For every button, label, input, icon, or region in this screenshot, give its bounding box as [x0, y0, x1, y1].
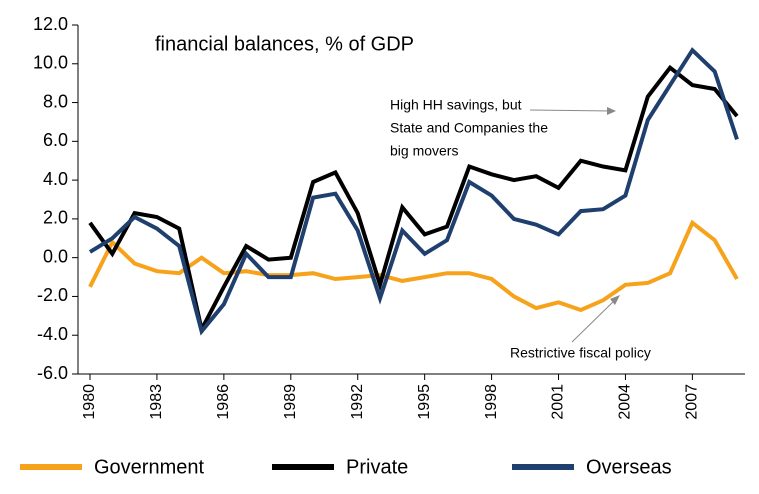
- y-tick-label: 10.0: [33, 53, 68, 73]
- legend-label: Private: [346, 456, 408, 478]
- y-tick-label: 6.0: [43, 130, 68, 150]
- x-tick-label: 1980: [81, 384, 98, 420]
- series-line: [88, 47, 739, 336]
- annotation-arrowhead: [607, 107, 616, 115]
- x-tick-label: 1986: [215, 384, 232, 420]
- y-tick-label: 8.0: [43, 91, 68, 111]
- x-tick-label: 1998: [483, 384, 500, 420]
- legend-label: Government: [94, 456, 204, 478]
- annotation: Restrictive fiscal policy: [510, 345, 651, 361]
- legend-label: Overseas: [586, 456, 672, 478]
- y-tick-label: 12.0: [33, 14, 68, 34]
- y-tick-label: 4.0: [43, 169, 68, 189]
- series-line: [88, 219, 739, 313]
- y-tick-label: 2.0: [43, 208, 68, 228]
- x-tick-label: 2001: [550, 384, 567, 420]
- x-tick-label: 1995: [416, 384, 433, 420]
- y-tick-label: -6.0: [37, 363, 68, 383]
- annotation-arrow: [529, 109, 613, 112]
- annotation: big movers: [390, 143, 458, 159]
- x-tick-label: 1983: [148, 384, 165, 420]
- x-tick-label: 2007: [684, 384, 701, 420]
- x-tick-label: 2004: [617, 384, 634, 420]
- annotation: High HH savings, but: [390, 97, 522, 113]
- annotation: State and Companies the: [390, 120, 548, 136]
- annotation-arrowhead: [610, 295, 620, 305]
- chart-title: financial balances, % of GDP: [155, 33, 414, 55]
- y-tick-label: 0.0: [43, 246, 68, 266]
- x-tick-label: 1989: [282, 384, 299, 420]
- x-tick-label: 1992: [349, 384, 366, 420]
- y-tick-label: -4.0: [37, 324, 68, 344]
- y-tick-label: -2.0: [37, 285, 68, 305]
- annotation-arrow: [571, 298, 617, 343]
